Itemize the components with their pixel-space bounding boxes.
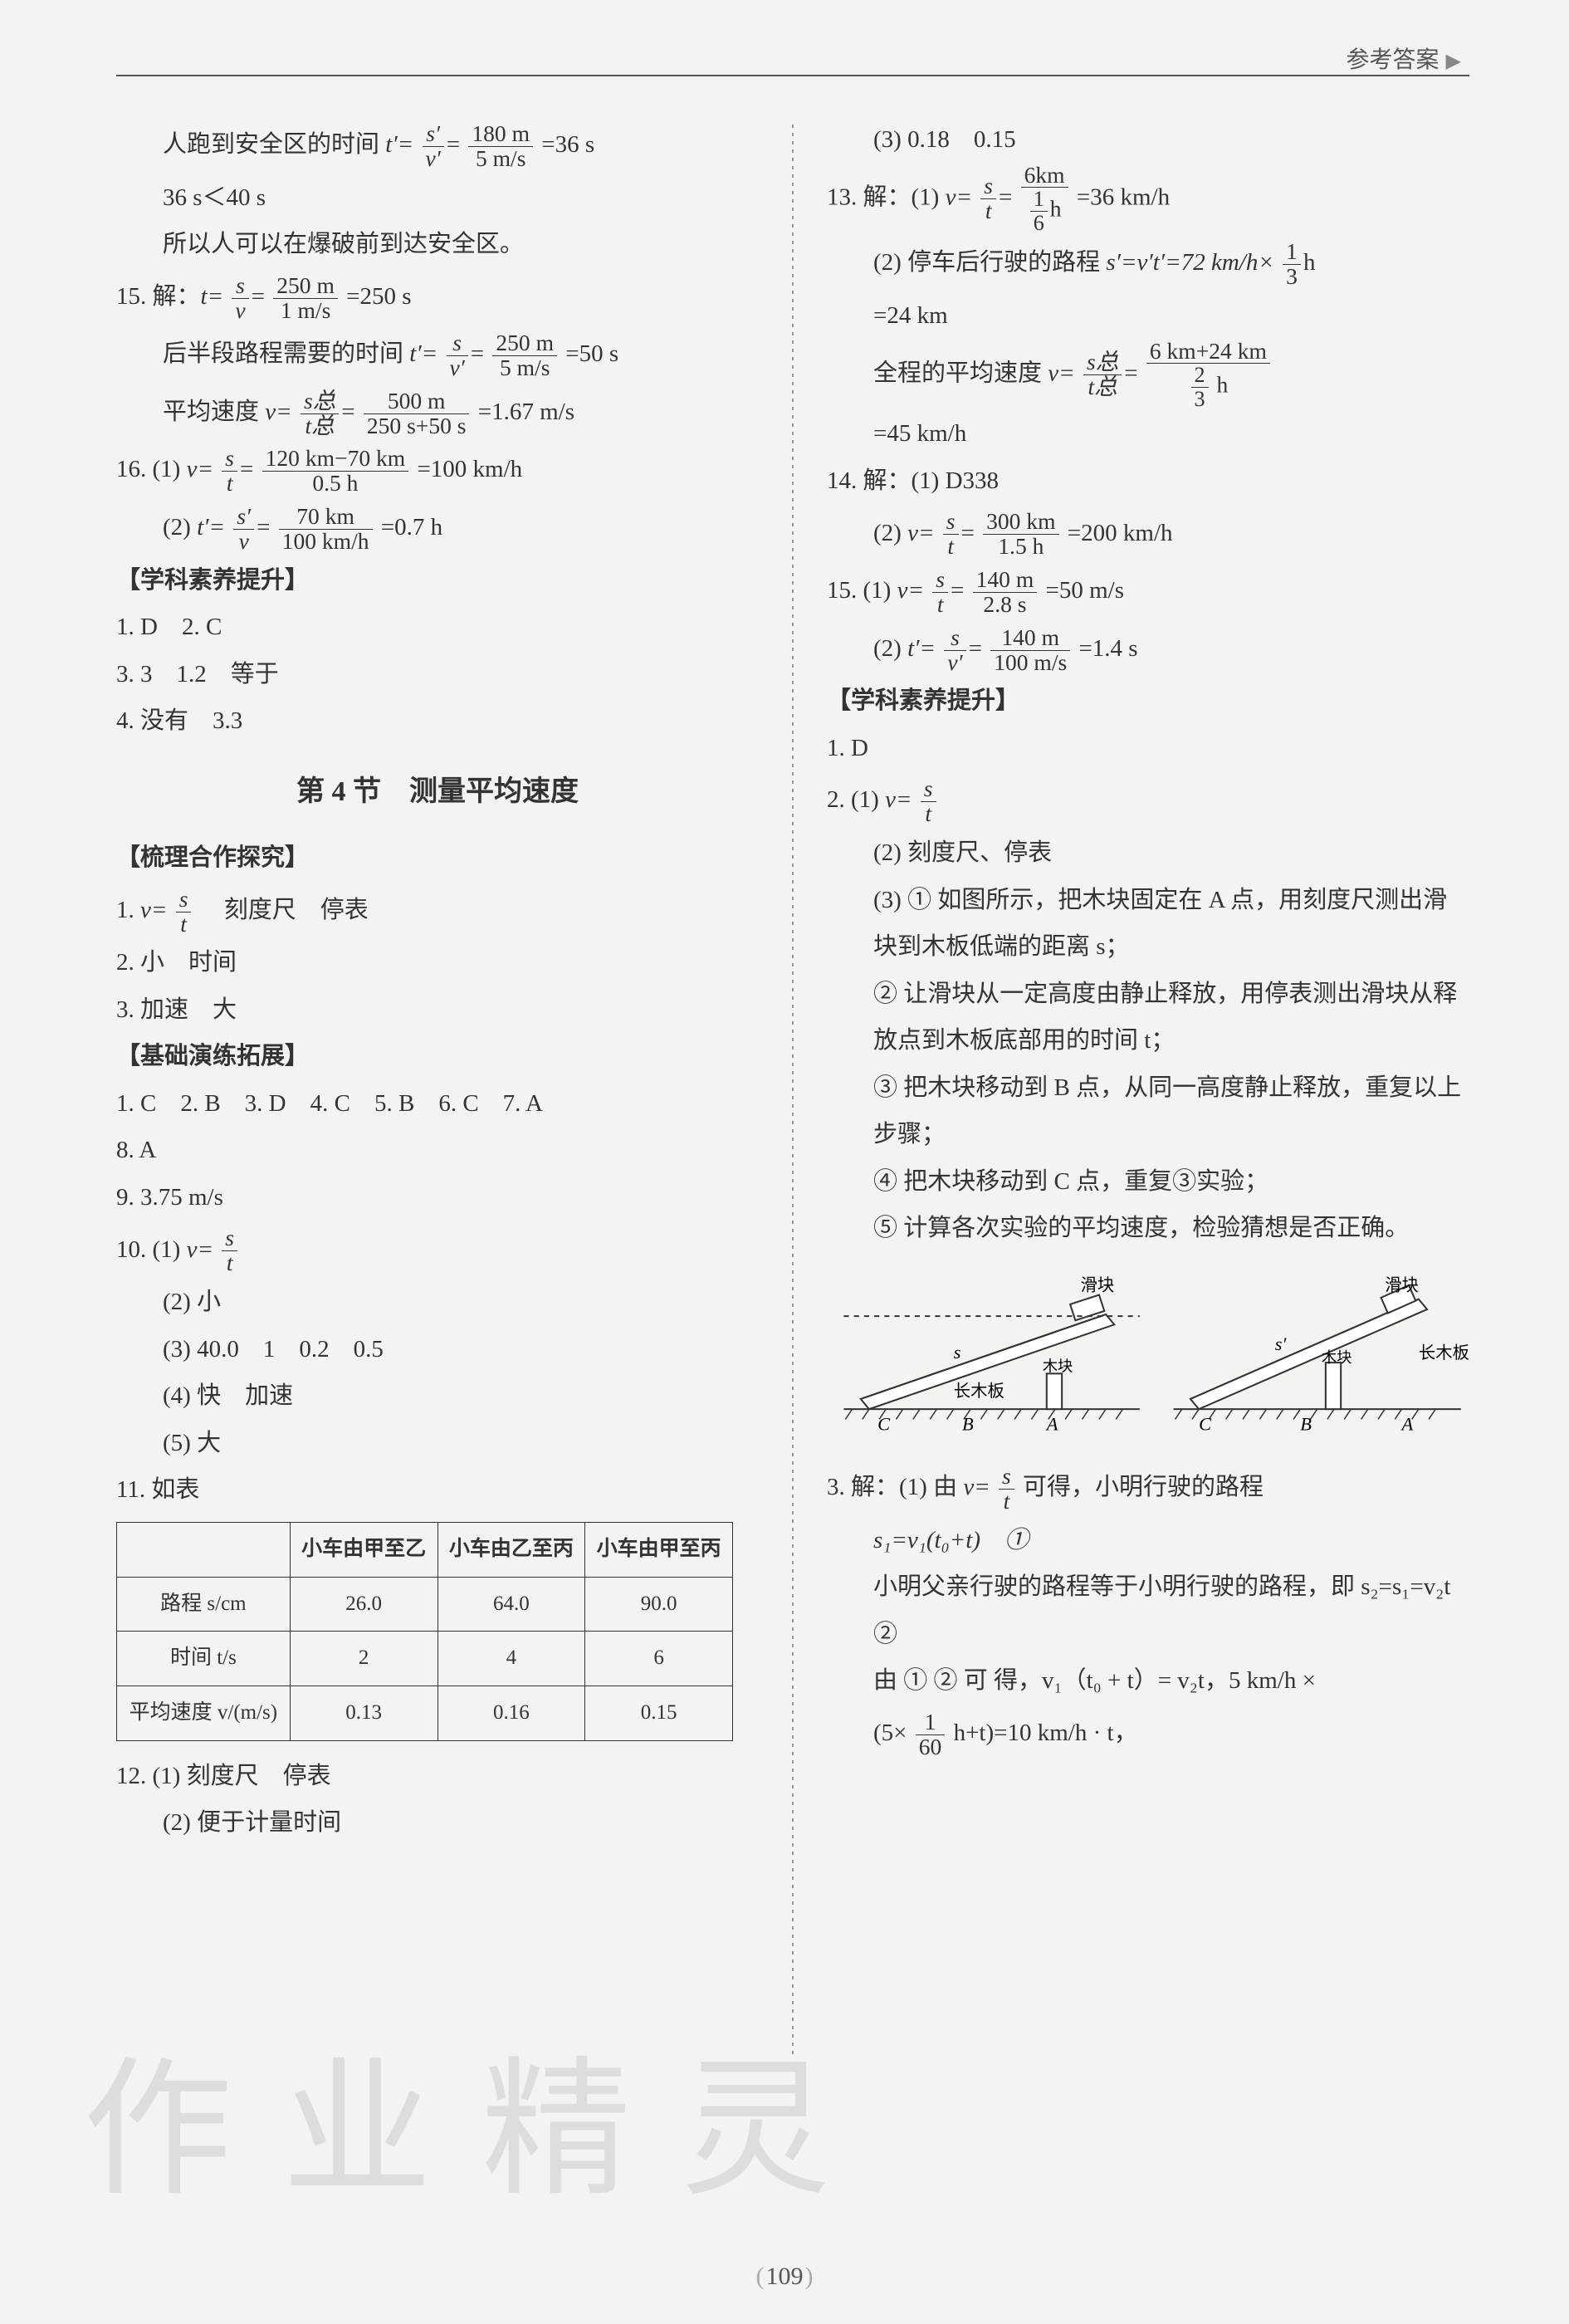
xksy-3: 3. 3 1.2 等于 (116, 651, 759, 698)
label-B2: B (1300, 1413, 1312, 1434)
jc-8: 8. A (116, 1127, 759, 1174)
column-divider (792, 125, 794, 2059)
jc-11: 11. 如表 (116, 1466, 759, 1514)
p15-line1: 15. 解：t= sv= 250 m1 m/s =250 s (116, 268, 759, 326)
x2-2-3c: ③ 把木块移动到 B 点，从同一高度静止释放，重复以上步骤； (827, 1064, 1469, 1158)
p14-compare: 36 s＜40 s (116, 174, 759, 222)
p16-1: 16. (1) v= st= 120 km−70 km0.5 h =100 km… (116, 441, 759, 499)
label-slider: 滑块 (1081, 1275, 1115, 1294)
table-row: 时间 t/s 2 4 6 (117, 1632, 733, 1686)
left-column: 人跑到安全区的时间 t′= s′v′= 180 m5 m/s =36 s 36 … (116, 116, 759, 2059)
x2-2-2: (2) 刻度尺、停表 (827, 829, 1469, 877)
section-xksy: 【学科素养提升】 (116, 557, 759, 604)
label-C: C (877, 1413, 891, 1434)
speed-table: 小车由甲至乙 小车由乙至丙 小车由甲至丙 路程 s/cm 26.0 64.0 9… (116, 1522, 733, 1741)
table-row: 路程 s/cm 26.0 64.0 90.0 (117, 1577, 733, 1632)
x2-2-3a: (3) ① 如图所示，把木块固定在 A 点，用刻度尺测出滑块到木板低端的距离 s… (827, 877, 1469, 971)
r14-1: 14. 解：(1) D338 (827, 457, 1469, 505)
r3-derive-b: (5× 160 h+t)=10 km/h · t， (827, 1705, 1469, 1763)
jc-10-2: (2) 小 (116, 1279, 759, 1326)
xksy-1: 1. D 2. C (116, 604, 759, 651)
table-header-row: 小车由甲至乙 小车由乙至丙 小车由甲至丙 (117, 1522, 733, 1577)
x2-2-3b: ② 让滑块从一定高度由静止释放，用停表测出滑块从释放点到木板底部用的时间 t； (827, 971, 1469, 1064)
sl-2: 2. 小 时间 (116, 939, 759, 986)
p14-line1: 人跑到安全区的时间 t′= s′v′= 180 m5 m/s =36 s (116, 116, 759, 174)
label-slider2: 滑块 (1385, 1275, 1419, 1294)
label-board: 长木板 (954, 1382, 1004, 1401)
th: 小车由乙至丙 (437, 1522, 585, 1577)
r3-father: 小明父亲行驶的路程等于小明行驶的路程，即 s₂=s₁=v₂t ② (827, 1563, 1469, 1657)
jc-10-4: (4) 快 加速 (116, 1372, 759, 1420)
r3-s1: s₁=v₁(t₀+t) ① (827, 1517, 1469, 1564)
x2-2-1: 2. (1) v= st (827, 771, 1469, 829)
jc-9: 9. 3.75 m/s (116, 1174, 759, 1221)
label-board2: 长木板 (1419, 1343, 1469, 1363)
r13-avg: 全程的平均速度 v= s总t总= 6 km+24 km 23 h (827, 340, 1469, 411)
r3-1: 3. 解：(1) 由 v= st 可得，小明行驶的路程 (827, 1459, 1469, 1517)
r15-2: (2) t′= sv′= 140 m100 m/s =1.4 s (827, 620, 1469, 678)
jc-12-2: (2) 便于计量时间 (116, 1799, 759, 1847)
xksy-4: 4. 没有 3.3 (116, 697, 759, 745)
x2-1: 1. D (827, 725, 1469, 772)
p14-conclusion: 所以人可以在爆破前到达安全区。 (116, 221, 759, 268)
p16-2: (2) t′= s′v= 70 km100 km/h =0.7 h (116, 499, 759, 557)
label-s: s (954, 1342, 961, 1363)
right-column: (3) 0.18 0.15 13. 解：(1) v= st= 6km 16h =… (827, 116, 1469, 2059)
x2-2-3d: ④ 把木块移动到 C 点，重复③实验； (827, 1158, 1469, 1206)
sl-1: 1. v= st 刻度尺 停表 (116, 882, 759, 940)
p15-avg: 平均速度 v= s总t总= 500 m250 s+50 s =1.67 m/s (116, 384, 759, 442)
header-label: 参考答案▶ (1347, 42, 1461, 75)
th: 小车由甲至乙 (290, 1522, 437, 1577)
label-C2: C (1199, 1413, 1212, 1434)
th (117, 1522, 291, 1577)
r15-1: 15. (1) v= st= 140 m2.8 s =50 m/s (827, 562, 1469, 620)
section-xksy2: 【学科素养提升】 (827, 678, 1469, 725)
jc-row1: 1. C 2. B 3. D 4. C 5. B 6. C 7. A (116, 1080, 759, 1128)
r12-3: (3) 0.18 0.15 (827, 116, 1469, 164)
label-sprime: s′ (1275, 1333, 1288, 1354)
jc-10-5: (5) 大 (116, 1420, 759, 1467)
page-number: 109 (756, 2263, 814, 2291)
ramp-diagram: 滑块 s 长木板 木块 C B A (827, 1265, 1469, 1451)
section-jcyl: 【基础演练拓展】 (116, 1033, 759, 1080)
p15-line2: 后半段路程需要的时间 t′= sv′= 250 m5 m/s =50 s (116, 325, 759, 384)
label-block: 木块 (1043, 1358, 1073, 1374)
label-A: A (1045, 1413, 1058, 1434)
r13-1: 13. 解：(1) v= st= 6km 16h =36 km/h (827, 164, 1469, 235)
r13-avg-res: =45 km/h (827, 410, 1469, 457)
sl-3: 3. 加速 大 (116, 986, 759, 1034)
x2-2-3e: ⑤ 计算各次实验的平均速度，检验猜想是否正确。 (827, 1205, 1469, 1252)
r13-2: (2) 停车后行驶的路程 s′=v′t′=72 km/h× 13h (827, 234, 1469, 292)
th: 小车由甲至丙 (585, 1522, 733, 1577)
jc-12-1: 12. (1) 刻度尺 停表 (116, 1753, 759, 1800)
r14-2: (2) v= st= 300 km1.5 h =200 km/h (827, 505, 1469, 563)
section-slhz: 【梳理合作探究】 (116, 834, 759, 882)
label-B: B (962, 1413, 974, 1434)
section4-title: 第 4 节 测量平均速度 (116, 765, 759, 820)
arrow-icon: ▶ (1446, 49, 1461, 73)
header-rule (116, 75, 1469, 76)
two-column-layout: 人跑到安全区的时间 t′= s′v′= 180 m5 m/s =36 s 36 … (116, 116, 1469, 2059)
r3-derive-a: 由 ① ② 可 得，v₁（t₀ + t）= v₂t，5 km/h × (827, 1657, 1469, 1705)
jc-10-3: (3) 40.0 1 0.2 0.5 (116, 1326, 759, 1373)
label-block2: 木块 (1322, 1349, 1352, 1366)
r13-2res: =24 km (827, 292, 1469, 340)
table-row: 平均速度 v/(m/s) 0.13 0.16 0.15 (117, 1686, 733, 1741)
jc-10-1: 10. (1) v= st (116, 1221, 759, 1279)
label-A2: A (1400, 1413, 1414, 1434)
